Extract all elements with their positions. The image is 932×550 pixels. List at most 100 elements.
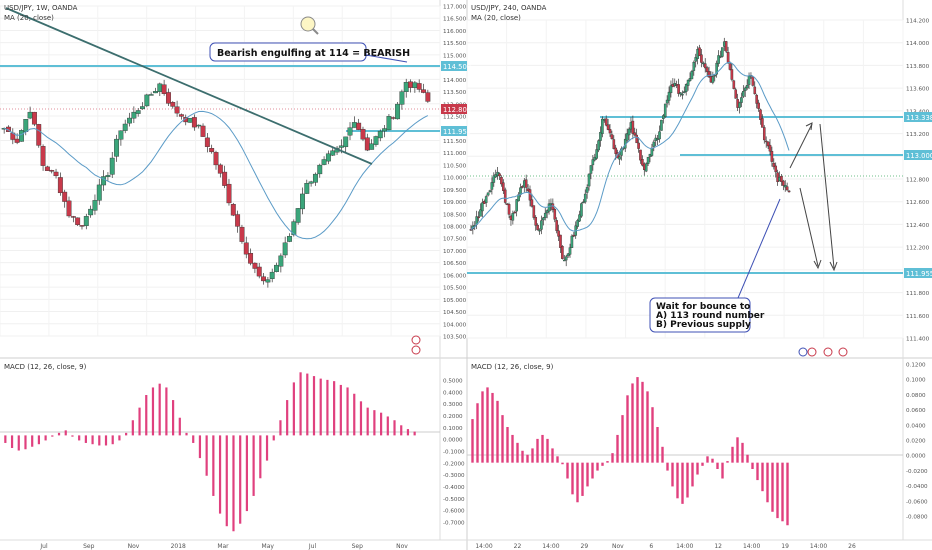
left-candle <box>144 94 150 107</box>
right-candle <box>538 229 541 232</box>
right-macd-axis-label: 0.0600 <box>906 408 926 414</box>
right-candle <box>639 149 642 161</box>
left-macd-bar <box>346 387 349 436</box>
left-macd-bar <box>400 425 403 436</box>
right-time-axis-label: 19 <box>781 543 789 550</box>
left-candle <box>412 82 418 88</box>
left-candle <box>131 111 137 119</box>
magnifier-icon[interactable] <box>300 16 319 35</box>
right-candle <box>641 159 644 166</box>
right-macd-bar <box>501 415 504 463</box>
right-time-axis-label: 14:00 <box>475 543 492 550</box>
left-candle <box>360 129 366 140</box>
calendar-events-icon[interactable] <box>798 347 848 357</box>
right-candle <box>728 63 732 70</box>
right-candle <box>627 128 631 136</box>
right-price-axis-label: 111.600 <box>906 314 930 320</box>
right-candle <box>557 230 560 237</box>
right-macd-bar <box>726 461 729 463</box>
right-macd-bar <box>596 462 599 471</box>
left-macd-bar <box>151 387 155 436</box>
left-price-axis: 117.000116.500116.000115.500115.000114.5… <box>443 5 467 341</box>
left-macd-bar <box>386 416 389 436</box>
right-macd-bar <box>471 419 474 463</box>
right-candles <box>469 37 791 267</box>
left-macd-bar <box>24 435 27 450</box>
left-candle <box>416 83 422 90</box>
right-candle <box>730 69 734 80</box>
right-price-axis-label: 112.800 <box>906 178 930 184</box>
right-macd-bar <box>491 392 494 463</box>
left-macd-bar <box>91 435 94 445</box>
right-candle <box>612 139 616 149</box>
right-macd-bar <box>666 462 669 471</box>
left-gridlines <box>0 5 441 337</box>
left-macd-bar <box>98 435 101 446</box>
right-macd-bar <box>556 456 559 463</box>
left-candle <box>317 164 323 175</box>
right-candle <box>694 57 698 62</box>
right-candle <box>679 92 682 95</box>
left-macd-bar <box>292 382 295 436</box>
left-candle <box>118 130 124 140</box>
left-ma-line <box>4 110 429 240</box>
right-macd-title: MACD (12, 26, close, 9) <box>471 363 554 371</box>
left-level-last: 112.800 <box>443 106 471 114</box>
right-macd-bar <box>776 462 779 519</box>
right-macd-bar <box>661 446 664 463</box>
right-macd-axis-label: -0.0600 <box>906 499 928 505</box>
right-annotation-line-3: B) Previous supply <box>656 320 751 330</box>
right-candle <box>479 209 482 217</box>
left-macd-bar <box>205 435 208 476</box>
right-candle <box>566 253 570 257</box>
left-price-axis-label: 103.500 <box>443 335 467 341</box>
left-macd-bar <box>272 435 275 441</box>
left-candle <box>187 117 193 123</box>
right-macd-bar <box>516 442 519 463</box>
right-price-axis-label: 114.200 <box>906 19 930 25</box>
left-macd-axis-label: -0.1000 <box>443 450 465 456</box>
event-flag-icon[interactable] <box>411 335 421 355</box>
right-macd-bar <box>481 391 484 463</box>
left-macd-title: MACD (12, 26, close, 9) <box>4 363 87 371</box>
left-time-axis-label: Sep <box>83 543 95 550</box>
left-price-axis-label: 108.500 <box>443 212 467 218</box>
right-macd-bar <box>756 462 759 481</box>
right-macd-bar <box>581 462 584 496</box>
right-candle <box>582 201 585 204</box>
left-candle <box>256 266 262 277</box>
left-candle <box>209 148 215 153</box>
left-candle <box>204 137 210 147</box>
right-candle <box>572 234 576 237</box>
left-macd-bar <box>252 435 255 496</box>
right-candle <box>684 84 688 92</box>
right-time-axis-label: 22 <box>514 543 522 550</box>
right-level-middle: 113.000 <box>906 152 932 160</box>
left-candle <box>395 103 401 120</box>
left-macd-bar <box>259 435 262 479</box>
right-annotation-pointer <box>737 198 781 299</box>
right-ma-title: MA (20, close) <box>471 14 521 22</box>
left-candle <box>390 117 396 119</box>
left-candle <box>364 137 370 151</box>
right-candle <box>580 203 583 217</box>
right-candle <box>700 54 703 63</box>
right-candle <box>606 124 610 130</box>
left-price-axis-label: 117.000 <box>443 5 467 11</box>
left-candle <box>239 226 245 242</box>
right-candle <box>747 75 751 85</box>
left-macd-bar <box>333 381 336 436</box>
left-candle <box>369 143 375 150</box>
right-macd-bar <box>751 462 754 469</box>
right-macd-bar <box>731 446 734 463</box>
right-candle <box>772 162 776 168</box>
left-macd-bar <box>10 435 14 448</box>
right-annotation-line-1: Wait for bounce to <box>656 302 750 312</box>
right-macd-bar <box>621 415 624 463</box>
left-candle <box>421 89 426 93</box>
left-candle <box>377 130 383 139</box>
left-time-axis-label: Nov <box>396 543 408 550</box>
left-candle <box>269 271 275 279</box>
right-candle <box>633 132 637 136</box>
left-macd-bar <box>198 435 202 459</box>
